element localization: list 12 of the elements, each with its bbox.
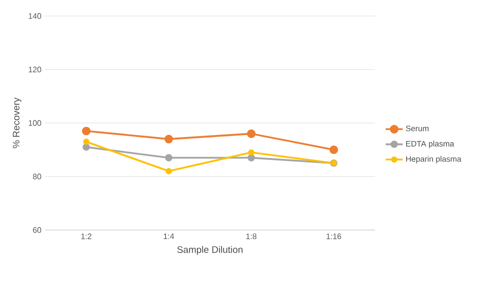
point [248, 154, 255, 162]
point [82, 126, 91, 136]
point [246, 129, 256, 138]
x-axis-title: Sample Dilution [177, 246, 243, 255]
point [164, 134, 174, 144]
point [166, 168, 172, 174]
y-axis-title: % Recovery [12, 98, 22, 148]
point [83, 138, 90, 145]
point [82, 143, 90, 151]
point [165, 154, 172, 162]
point [248, 149, 254, 156]
point [329, 145, 338, 154]
